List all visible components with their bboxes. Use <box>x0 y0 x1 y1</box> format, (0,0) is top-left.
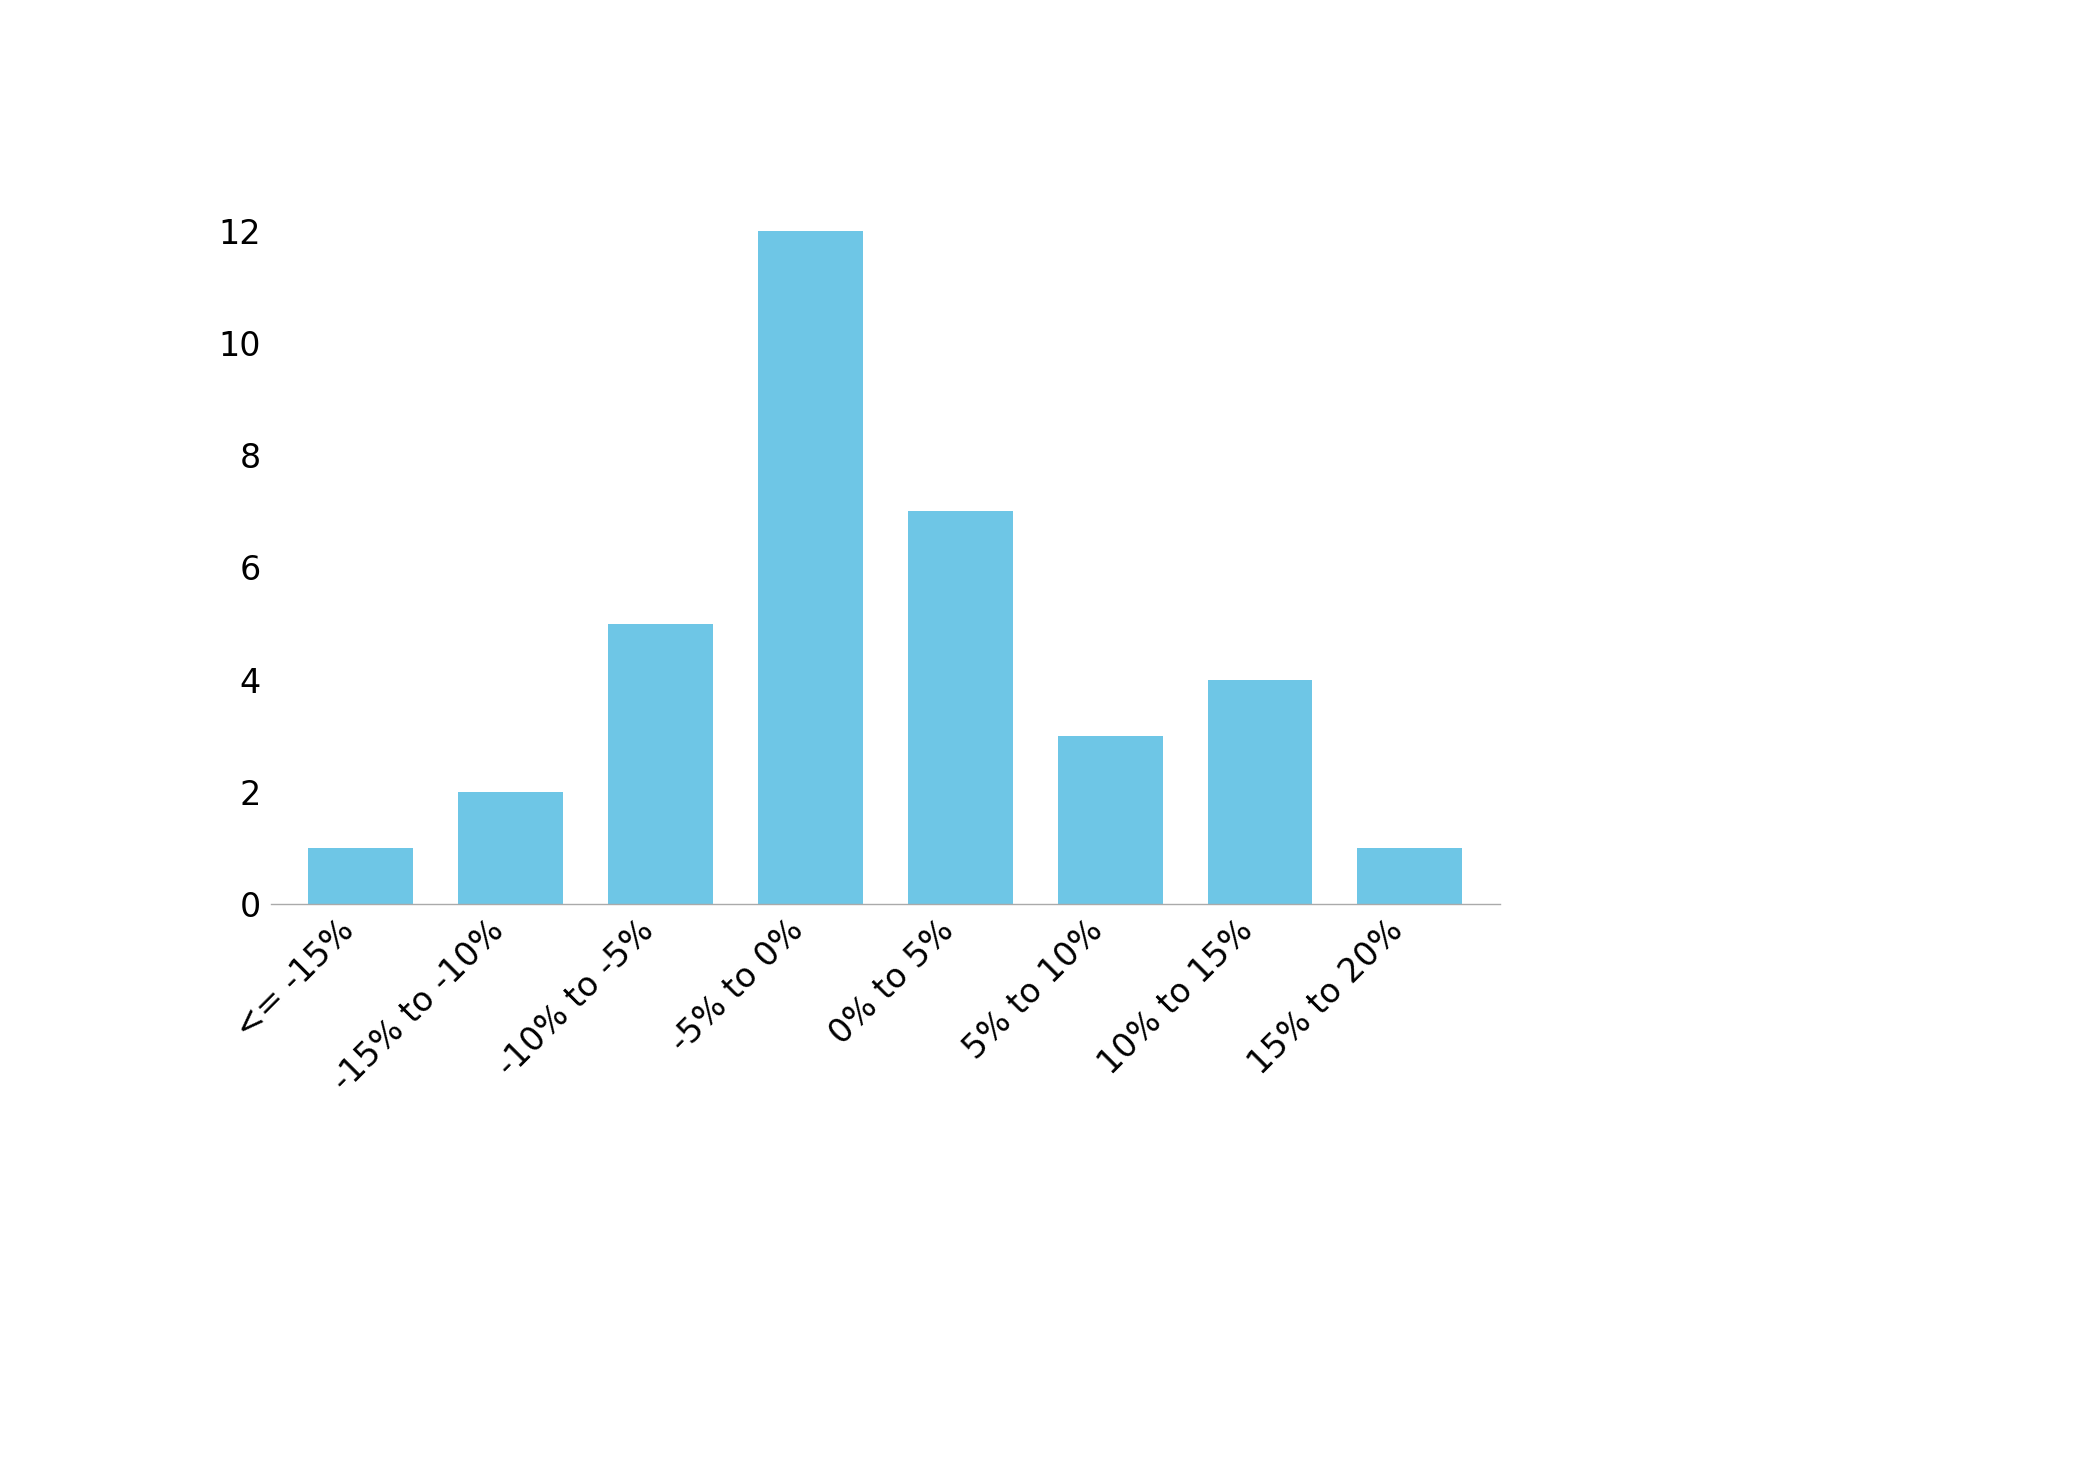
Bar <box>308 849 412 904</box>
Bar <box>1208 679 1312 904</box>
Bar <box>908 512 1012 904</box>
Bar <box>608 624 712 904</box>
Bar <box>1358 849 1462 904</box>
Bar <box>758 230 862 904</box>
Bar <box>1058 736 1162 904</box>
Bar <box>458 792 562 904</box>
